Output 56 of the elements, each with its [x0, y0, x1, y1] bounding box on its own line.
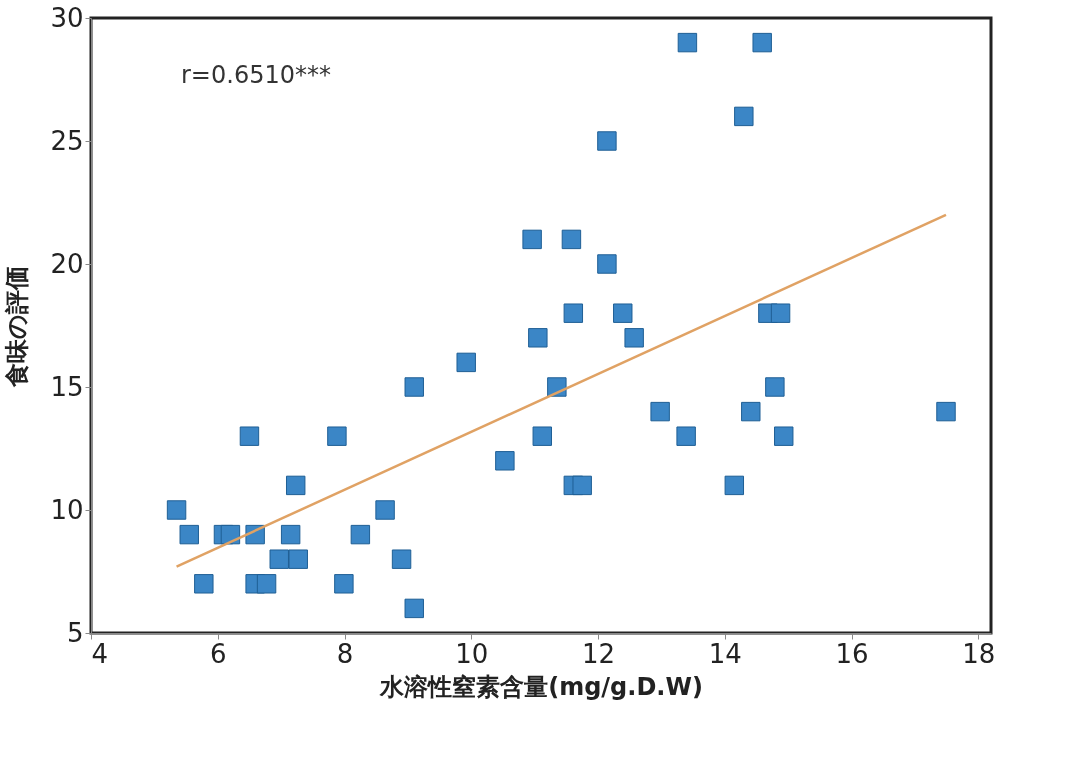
point — [522, 229, 542, 250]
point — [741, 401, 761, 422]
y-tick-label: 5 — [66, 617, 84, 648]
point — [734, 106, 754, 127]
x-tick-label: 18 — [962, 638, 996, 669]
point — [532, 426, 552, 446]
point — [239, 426, 260, 446]
point — [404, 377, 424, 397]
x-tick-label: 6 — [209, 638, 227, 669]
point — [676, 426, 696, 446]
x-tick-label: 14 — [708, 638, 742, 669]
point — [288, 549, 308, 569]
point — [495, 451, 515, 471]
y-tick-label: 15 — [50, 371, 84, 402]
point — [327, 426, 347, 446]
point — [256, 574, 277, 594]
y-axis-title: 食味の評価 — [3, 265, 32, 388]
point — [561, 229, 582, 250]
point — [752, 32, 772, 53]
x-tick-label: 4 — [91, 638, 109, 669]
x-axis-title: 水溶性窒素含量(mg/g.D.W) — [379, 672, 703, 701]
x-tick-label: 8 — [336, 638, 354, 669]
point — [194, 574, 214, 594]
x-tick-label: 12 — [582, 638, 616, 669]
point — [563, 303, 584, 323]
point — [280, 524, 301, 545]
point — [650, 401, 670, 422]
point — [597, 254, 617, 274]
point — [334, 574, 354, 594]
point — [166, 500, 187, 520]
point — [179, 524, 199, 545]
point — [613, 303, 633, 323]
y-tick-label: 20 — [50, 248, 84, 279]
point — [404, 598, 424, 619]
point — [936, 401, 956, 422]
point — [597, 131, 617, 151]
point — [391, 549, 412, 569]
y-tick-label: 25 — [50, 125, 84, 156]
point — [572, 475, 592, 496]
point — [528, 328, 548, 348]
point — [456, 352, 476, 373]
point — [286, 475, 306, 496]
point — [765, 377, 785, 397]
x-tick-label: 16 — [835, 638, 869, 669]
point — [770, 303, 791, 323]
x-tick-label: 10 — [455, 638, 489, 669]
y-tick-label: 10 — [50, 494, 84, 525]
point — [375, 500, 395, 520]
point — [724, 475, 745, 496]
point — [269, 549, 289, 569]
point — [624, 328, 644, 348]
annotation: r=0.6510*** — [181, 61, 331, 89]
point — [350, 524, 371, 545]
point — [677, 32, 698, 53]
y-tick-label: 30 — [50, 2, 84, 33]
point — [774, 426, 794, 446]
